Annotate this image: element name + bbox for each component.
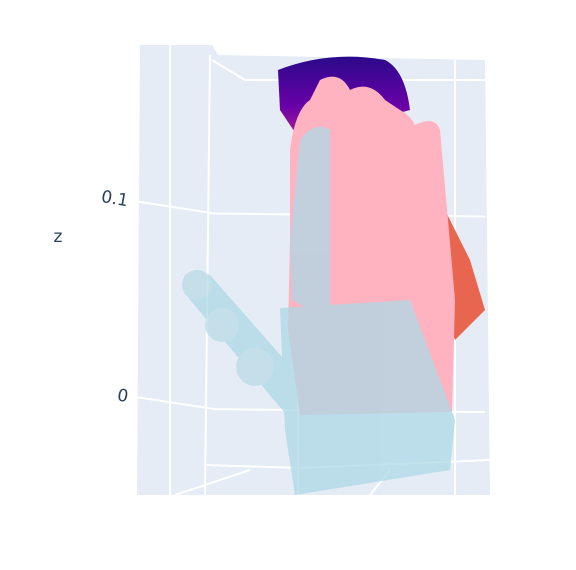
z-tick-label: 0.1: [100, 187, 130, 211]
z-tick-label: 0: [116, 385, 130, 407]
hand-mesh: [182, 126, 455, 495]
z-axis-title: z: [54, 227, 63, 247]
